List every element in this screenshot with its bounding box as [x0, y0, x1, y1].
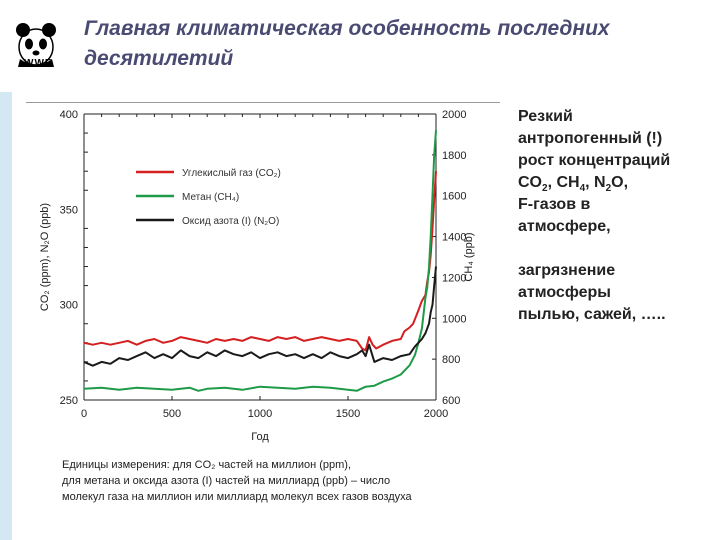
y-right-tick-label: 1000	[442, 313, 466, 325]
panda-icon	[16, 23, 56, 67]
footnote-line: Единицы измерения: для CO₂ частей на мил…	[62, 459, 351, 471]
slide-title: Главная климатическая особенность послед…	[84, 17, 610, 70]
y-right-tick-label: 2000	[442, 109, 466, 121]
x-tick-label: 0	[81, 408, 87, 420]
x-tick-label: 1500	[336, 408, 360, 420]
x-axis-label: Год	[251, 431, 269, 443]
y-right-tick-label: 1200	[442, 272, 466, 284]
title-divider	[26, 102, 500, 103]
legend-label: Углекислый газ (CO₂)	[182, 168, 281, 179]
side-panel: Резкий антропогенный (!) рост концентрац…	[518, 106, 714, 326]
y-left-tick-label: 350	[60, 204, 78, 216]
footnote-line: для метана и оксида азота (I) частей на …	[62, 475, 390, 487]
side-line: пылью, сажей, …..	[518, 306, 666, 323]
side-line: загрязнение	[518, 262, 616, 279]
side-line: атмосферы	[518, 284, 611, 301]
y-right-tick-label: 1800	[442, 150, 466, 162]
y-left-axis-label: CO₂ (ppm), N₂O (ppb)	[39, 203, 51, 311]
legend-label: Метан (CH₄)	[182, 192, 239, 203]
footnote-line: молекул газа на миллион или миллиард мол…	[62, 491, 413, 503]
accent-bar	[0, 92, 12, 540]
x-tick-label: 2000	[424, 408, 448, 420]
y-left-tick-label: 250	[60, 395, 78, 407]
legend-label: Оксид азота (I) (N₂O)	[182, 216, 279, 227]
climate-chart: 0 500 1000 1500 2000 250 300 350 400 600 800 1000 12…	[39, 109, 475, 503]
series-line	[83, 171, 437, 352]
y-left-tick-label: 300	[60, 300, 78, 312]
gas-formulas: CO2, CH4, N2O,	[518, 174, 629, 195]
y-right-tick-label: 1400	[442, 232, 466, 244]
side-line: F-газов в	[518, 196, 591, 213]
y-right-tick-label: 1600	[442, 191, 466, 203]
y-right-tick-label: 800	[442, 354, 460, 366]
side-line: атмосфере,	[518, 218, 611, 235]
logo-label: WWF	[24, 58, 52, 69]
y-right-tick-label: 600	[442, 395, 460, 407]
y-left-tick-label: 400	[60, 109, 78, 121]
series-line	[83, 266, 437, 367]
side-line: антропогенный (!)	[518, 130, 663, 147]
x-tick-label: 1000	[248, 408, 272, 420]
side-line: Резкий	[518, 108, 573, 125]
y-right-axis-label: CH₄ (ppb)	[463, 232, 475, 281]
series-line	[83, 130, 437, 392]
side-line: рост концентраций	[518, 152, 671, 169]
x-tick-label: 500	[163, 408, 181, 420]
